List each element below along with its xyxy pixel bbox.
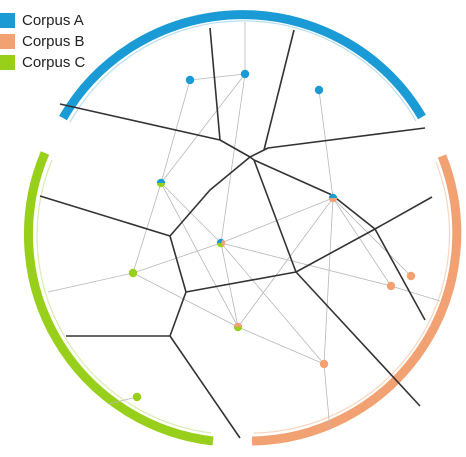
node-1[interactable] bbox=[185, 75, 195, 85]
legend-item-corpus-c[interactable]: Corpus C bbox=[0, 52, 85, 73]
node-10[interactable] bbox=[406, 271, 416, 281]
legend-swatch-corpus-b bbox=[0, 34, 15, 49]
legend-swatch-corpus-c bbox=[0, 55, 15, 70]
arc-corpus-c-inner bbox=[36, 159, 212, 434]
legend-label-corpus-b: Corpus B bbox=[22, 33, 85, 50]
node-6[interactable] bbox=[216, 238, 226, 248]
arc-corpus-c[interactable] bbox=[23, 151, 214, 446]
legend-item-corpus-a[interactable]: Corpus A bbox=[0, 10, 85, 31]
arc-corpus-b-inner bbox=[253, 161, 451, 434]
nodes bbox=[128, 69, 416, 402]
node-2[interactable] bbox=[240, 69, 250, 79]
arc-corpus-b[interactable] bbox=[251, 154, 462, 446]
node-7[interactable] bbox=[128, 268, 138, 278]
node-5[interactable] bbox=[328, 193, 338, 203]
node-11[interactable] bbox=[319, 359, 329, 369]
node-4[interactable] bbox=[156, 178, 166, 188]
legend-label-corpus-a: Corpus A bbox=[22, 12, 84, 29]
legend-swatch-corpus-a bbox=[0, 13, 15, 28]
legend-label-corpus-c: Corpus C bbox=[22, 54, 86, 71]
legend: Corpus A Corpus B Corpus C bbox=[0, 10, 85, 73]
cell-edges bbox=[39, 27, 433, 439]
node-8[interactable] bbox=[233, 322, 243, 332]
node-9[interactable] bbox=[386, 281, 396, 291]
legend-item-corpus-b[interactable]: Corpus B bbox=[0, 31, 85, 52]
node-3[interactable] bbox=[314, 85, 324, 95]
node-12[interactable] bbox=[132, 392, 142, 402]
corpus-arcs bbox=[23, 10, 462, 446]
arc-corpus-a-inner bbox=[69, 20, 417, 123]
arc-corpus-a[interactable] bbox=[59, 10, 426, 121]
